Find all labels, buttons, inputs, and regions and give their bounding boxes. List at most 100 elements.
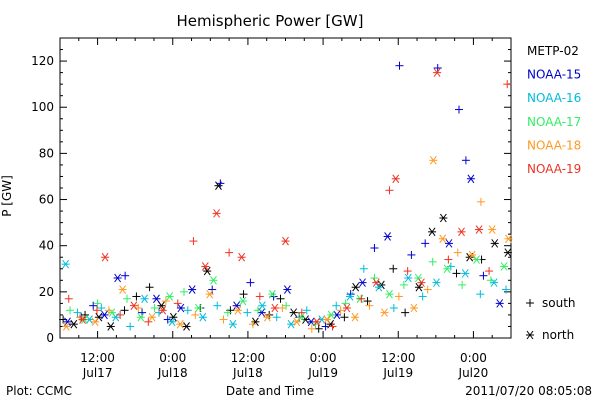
data-point-south — [173, 299, 182, 308]
data-point-south — [216, 179, 225, 188]
data-point-north — [404, 273, 413, 283]
data-point-south — [223, 308, 232, 317]
data-point-south — [428, 257, 437, 266]
data-point-north — [168, 317, 177, 327]
data-point-north — [258, 301, 267, 310]
x-tick-label-date: Jul19 — [382, 366, 413, 380]
x-axis-label: Date and Time — [226, 384, 314, 398]
x-tick-label-time: 0:00 — [159, 351, 186, 365]
data-point-south — [120, 306, 129, 315]
data-point-north — [433, 68, 442, 77]
data-point-south — [403, 267, 412, 276]
data-point-south — [191, 310, 200, 319]
data-point-north — [201, 262, 210, 271]
chart-title: Hemispheric Power [GW] — [177, 12, 364, 30]
y-tick-label: 0 — [46, 331, 54, 345]
data-point-north — [165, 292, 174, 301]
data-point-south — [476, 197, 485, 206]
y-axis: 0 20 40 60 80 100 120 — [31, 37, 511, 345]
data-point-south — [145, 283, 154, 292]
y-axis-label: P [GW] — [0, 175, 14, 217]
data-point-north — [391, 174, 400, 184]
data-point-south — [121, 271, 130, 280]
data-point-south — [93, 299, 102, 308]
data-point-north — [212, 209, 221, 218]
data-point-north — [148, 312, 157, 322]
data-point-south — [272, 313, 281, 322]
data-point-north — [351, 312, 360, 322]
data-point-north — [78, 315, 87, 324]
footer-credit: Plot: CCMC — [6, 384, 72, 398]
data-point-north — [203, 266, 212, 276]
data-point-south — [239, 290, 248, 299]
data-point-south — [503, 80, 512, 89]
data-point-north — [472, 255, 481, 264]
data-point-south — [389, 304, 398, 312]
data-point-north — [439, 213, 448, 223]
data-point-north — [414, 273, 423, 283]
data-point-north — [503, 248, 512, 257]
data-point-south — [225, 248, 234, 257]
data-point-south — [297, 308, 306, 317]
legend: METP-02 NOAA-15 NOAA-16 NOAA-17 NOAA-18 NOAA-… — [527, 44, 581, 176]
data-point-north — [383, 232, 392, 241]
data-point-north — [444, 239, 453, 248]
data-point-north — [372, 278, 381, 287]
data-point-south — [389, 264, 398, 273]
legend-entry: METP-02 — [527, 44, 579, 58]
data-point-north — [414, 282, 423, 292]
marker-legend-label: south — [542, 296, 576, 310]
data-point-south — [461, 156, 470, 165]
y-tick-label: 40 — [39, 239, 54, 253]
data-point-south — [385, 186, 394, 195]
data-point-north — [490, 239, 499, 248]
data-point-north — [504, 234, 513, 244]
data-point-north — [69, 319, 78, 329]
x-tick-label-time: 12:00 — [381, 351, 416, 365]
x-tick-label-date: Jul19 — [307, 366, 338, 380]
data-point-south — [144, 317, 153, 326]
data-point-north — [106, 322, 115, 331]
data-point-north — [91, 317, 100, 327]
data-point-north — [457, 227, 466, 237]
data-point-north — [429, 156, 438, 165]
data-point-south — [276, 294, 285, 303]
data-point-south — [476, 290, 485, 299]
data-point-north — [198, 312, 207, 322]
data-point-north — [270, 303, 279, 313]
x-tick-label-date: Jul18 — [157, 366, 188, 380]
data-point-south — [208, 285, 217, 294]
data-point-north — [61, 259, 70, 269]
data-point-north — [351, 282, 360, 292]
data-point-north — [374, 282, 383, 292]
data-point-north — [176, 303, 185, 313]
data-point-south — [73, 308, 82, 317]
x-tick-label-date: Jul18 — [232, 366, 263, 380]
data-point-south — [302, 306, 311, 315]
data-point-south — [365, 301, 374, 310]
data-point-north — [129, 301, 138, 310]
data-point-north — [283, 285, 292, 294]
x-axis: 12:00Jul170:00Jul1812:00Jul180:00Jul1912… — [59, 38, 512, 380]
data-points — [59, 61, 513, 333]
data-point-south — [243, 308, 252, 317]
data-point-south — [213, 301, 222, 310]
data-point-north — [443, 264, 452, 274]
x-tick-label-date: Jul17 — [82, 366, 113, 380]
data-point-north — [100, 310, 109, 320]
data-point-north — [500, 262, 509, 271]
plot-frame — [59, 37, 512, 339]
data-point-north — [495, 299, 504, 308]
y-tick-label: 100 — [31, 100, 54, 114]
data-point-north — [468, 250, 477, 260]
data-point-south — [89, 301, 98, 310]
legend-entry: NOAA-17 — [527, 115, 581, 129]
y-tick-label: 60 — [39, 193, 54, 207]
legend-entry: NOAA-18 — [527, 138, 581, 152]
data-point-south — [104, 306, 113, 315]
data-point-south — [328, 322, 337, 331]
data-point-south — [418, 292, 427, 301]
data-point-north — [297, 312, 306, 322]
data-point-north — [263, 312, 272, 322]
data-point-south — [219, 315, 228, 324]
